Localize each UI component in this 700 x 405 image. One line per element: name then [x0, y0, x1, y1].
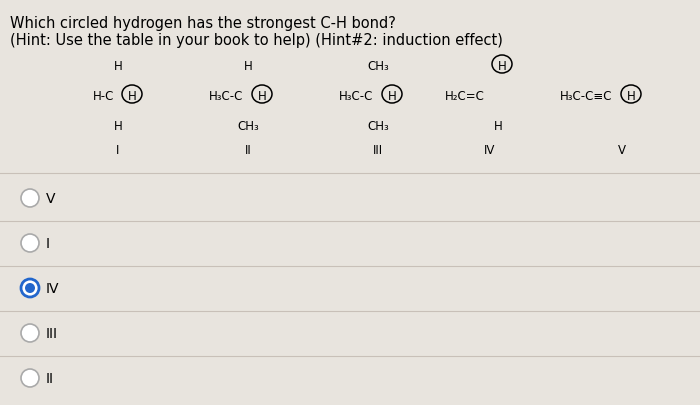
Text: III: III: [373, 144, 383, 157]
Text: H: H: [113, 119, 122, 132]
Text: V: V: [618, 144, 626, 157]
Text: CH₃: CH₃: [367, 119, 389, 132]
Text: III: III: [46, 326, 58, 340]
Text: H: H: [388, 89, 396, 102]
Text: II: II: [244, 144, 251, 157]
Text: H: H: [258, 89, 267, 102]
Text: I: I: [116, 144, 120, 157]
Text: H₃C-C: H₃C-C: [209, 89, 243, 102]
Circle shape: [21, 279, 39, 297]
Circle shape: [21, 234, 39, 252]
Text: H: H: [127, 89, 136, 102]
Text: H: H: [244, 60, 253, 72]
Text: (Hint: Use the table in your book to help) (Hint#2: induction effect): (Hint: Use the table in your book to hel…: [10, 33, 503, 48]
Text: H₃C-C: H₃C-C: [339, 89, 373, 102]
Text: H₂C=C: H₂C=C: [445, 89, 485, 102]
Text: II: II: [46, 371, 54, 385]
Text: H: H: [113, 60, 122, 72]
Text: Which circled hydrogen has the strongest C-H bond?: Which circled hydrogen has the strongest…: [10, 16, 396, 31]
Text: H: H: [494, 119, 503, 132]
Text: H: H: [626, 89, 636, 102]
Text: IV: IV: [484, 144, 496, 157]
Circle shape: [21, 190, 39, 207]
Text: H: H: [498, 60, 506, 72]
Text: H-C: H-C: [92, 89, 114, 102]
Text: CH₃: CH₃: [367, 60, 389, 72]
Text: CH₃: CH₃: [237, 119, 259, 132]
Circle shape: [25, 284, 35, 293]
Circle shape: [21, 324, 39, 342]
Text: IV: IV: [46, 281, 60, 295]
Text: I: I: [46, 237, 50, 250]
Text: V: V: [46, 192, 55, 205]
Text: H₃C-C≡C: H₃C-C≡C: [559, 89, 612, 102]
Circle shape: [21, 369, 39, 387]
